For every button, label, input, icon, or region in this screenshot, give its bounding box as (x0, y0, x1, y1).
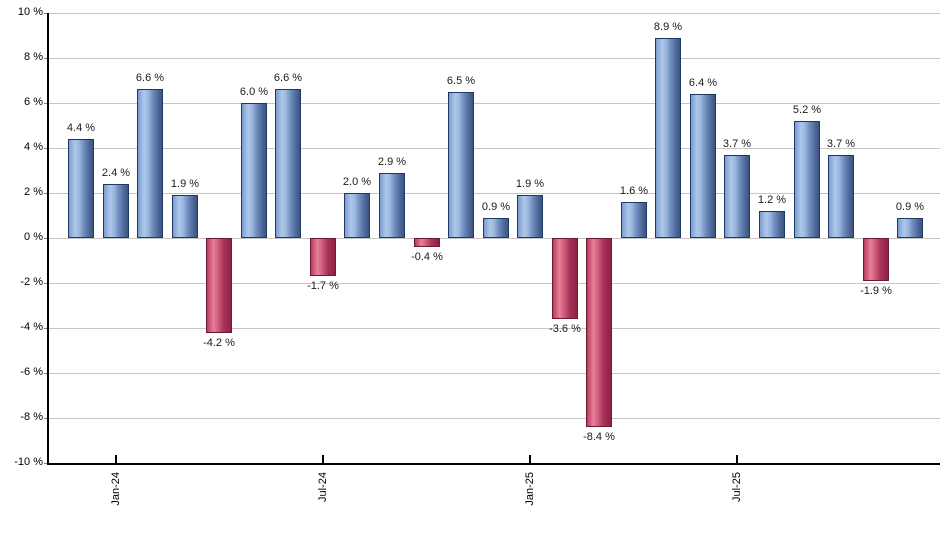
bar-value-label: -1.7 % (307, 280, 339, 292)
bar-negative[interactable] (310, 238, 336, 276)
bar-positive[interactable] (517, 195, 543, 238)
bar-value-label: 6.6 % (273, 72, 303, 84)
y-axis-tick (44, 238, 48, 239)
gridline (48, 418, 940, 419)
x-axis-tick-label-text: Jan-25 (524, 472, 536, 506)
bar-positive[interactable] (794, 121, 820, 238)
bar-value-label: -4.2 % (203, 337, 235, 349)
bar-positive[interactable] (172, 195, 198, 238)
y-axis-tick-label: 0 % (24, 231, 43, 243)
bar-positive[interactable] (759, 211, 785, 238)
bar-negative[interactable] (552, 238, 578, 319)
bar-positive[interactable] (68, 139, 94, 238)
y-axis-tick-label: 6 % (24, 96, 43, 108)
bar-value-label: 0.9 % (481, 201, 511, 213)
bar-positive[interactable] (137, 89, 163, 238)
x-axis-tick (115, 455, 117, 463)
bar-value-label: 1.9 % (170, 178, 200, 190)
x-axis-tick-label-text: Jul-24 (317, 472, 329, 502)
y-axis-tick (44, 13, 48, 14)
y-axis-tick-label: 10 % (17, 6, 43, 18)
bar-negative[interactable] (863, 238, 889, 281)
gridline (48, 58, 940, 59)
bar-value-label: 3.7 % (826, 138, 856, 150)
bar-value-label: 4.4 % (66, 122, 96, 134)
bar-value-label: 0.9 % (895, 201, 925, 213)
gridline (48, 103, 940, 104)
bar-negative[interactable] (586, 238, 612, 427)
bar-value-label: 2.9 % (377, 156, 407, 168)
bar-value-label: -8.4 % (583, 431, 615, 443)
bar-value-label: 6.0 % (239, 86, 269, 98)
bar-value-label: 5.2 % (792, 104, 822, 116)
x-axis-tick-label-text: Jan-24 (110, 472, 122, 506)
bar-value-label: 8.9 % (653, 21, 683, 33)
y-axis-line (47, 13, 49, 465)
y-axis-tick-label: 8 % (24, 51, 43, 63)
bar-positive[interactable] (344, 193, 370, 238)
bar-value-label: 1.9 % (515, 178, 545, 190)
bar-value-label: -3.6 % (549, 323, 581, 335)
gridline (48, 373, 940, 374)
gridline (48, 193, 940, 194)
x-axis-line (47, 463, 940, 465)
bar-value-label: 3.7 % (722, 138, 752, 150)
bar-value-label: 6.4 % (688, 77, 718, 89)
y-axis-tick-label: -8 % (20, 411, 43, 423)
y-axis-tick (44, 283, 48, 284)
bar-value-label: -1.9 % (860, 285, 892, 297)
bar-value-label: 2.4 % (101, 167, 131, 179)
y-axis-tick-label: -10 % (14, 456, 43, 468)
y-axis-tick (44, 193, 48, 194)
bar-positive[interactable] (897, 218, 923, 238)
gridline (48, 328, 940, 329)
bar-positive[interactable] (655, 38, 681, 238)
bar-positive[interactable] (690, 94, 716, 238)
bar-positive[interactable] (103, 184, 129, 238)
bar-positive[interactable] (275, 89, 301, 238)
y-axis-tick (44, 463, 48, 464)
gridline (48, 148, 940, 149)
bar-positive[interactable] (621, 202, 647, 238)
gridline (48, 238, 940, 239)
y-axis-tick (44, 373, 48, 374)
bar-value-label: 1.6 % (619, 185, 649, 197)
bar-value-label: -0.4 % (411, 251, 443, 263)
y-axis-tick (44, 328, 48, 329)
y-axis-tick (44, 58, 48, 59)
bar-value-label: 2.0 % (342, 176, 372, 188)
bar-negative[interactable] (414, 238, 440, 247)
x-axis-tick (529, 455, 531, 463)
y-axis-tick (44, 103, 48, 104)
bar-positive[interactable] (241, 103, 267, 238)
bar-value-label: 6.6 % (135, 72, 165, 84)
bar-positive[interactable] (379, 173, 405, 238)
y-axis-tick-label: 4 % (24, 141, 43, 153)
bar-positive[interactable] (828, 155, 854, 238)
bar-negative[interactable] (206, 238, 232, 333)
x-axis-tick (322, 455, 324, 463)
bar-positive[interactable] (483, 218, 509, 238)
gridline (48, 283, 940, 284)
bar-positive[interactable] (448, 92, 474, 238)
y-axis-tick-label: -6 % (20, 366, 43, 378)
y-axis-tick (44, 148, 48, 149)
bar-value-label: 1.2 % (757, 194, 787, 206)
bar-positive[interactable] (724, 155, 750, 238)
y-axis-tick-label: -2 % (20, 276, 43, 288)
gridline (48, 13, 940, 14)
bar-value-label: 6.5 % (446, 75, 476, 87)
y-axis-tick-label: 2 % (24, 186, 43, 198)
y-axis-tick (44, 418, 48, 419)
x-axis-tick (736, 455, 738, 463)
y-axis-tick-label: -4 % (20, 321, 43, 333)
x-axis-tick-label-text: Jul-25 (731, 472, 743, 502)
